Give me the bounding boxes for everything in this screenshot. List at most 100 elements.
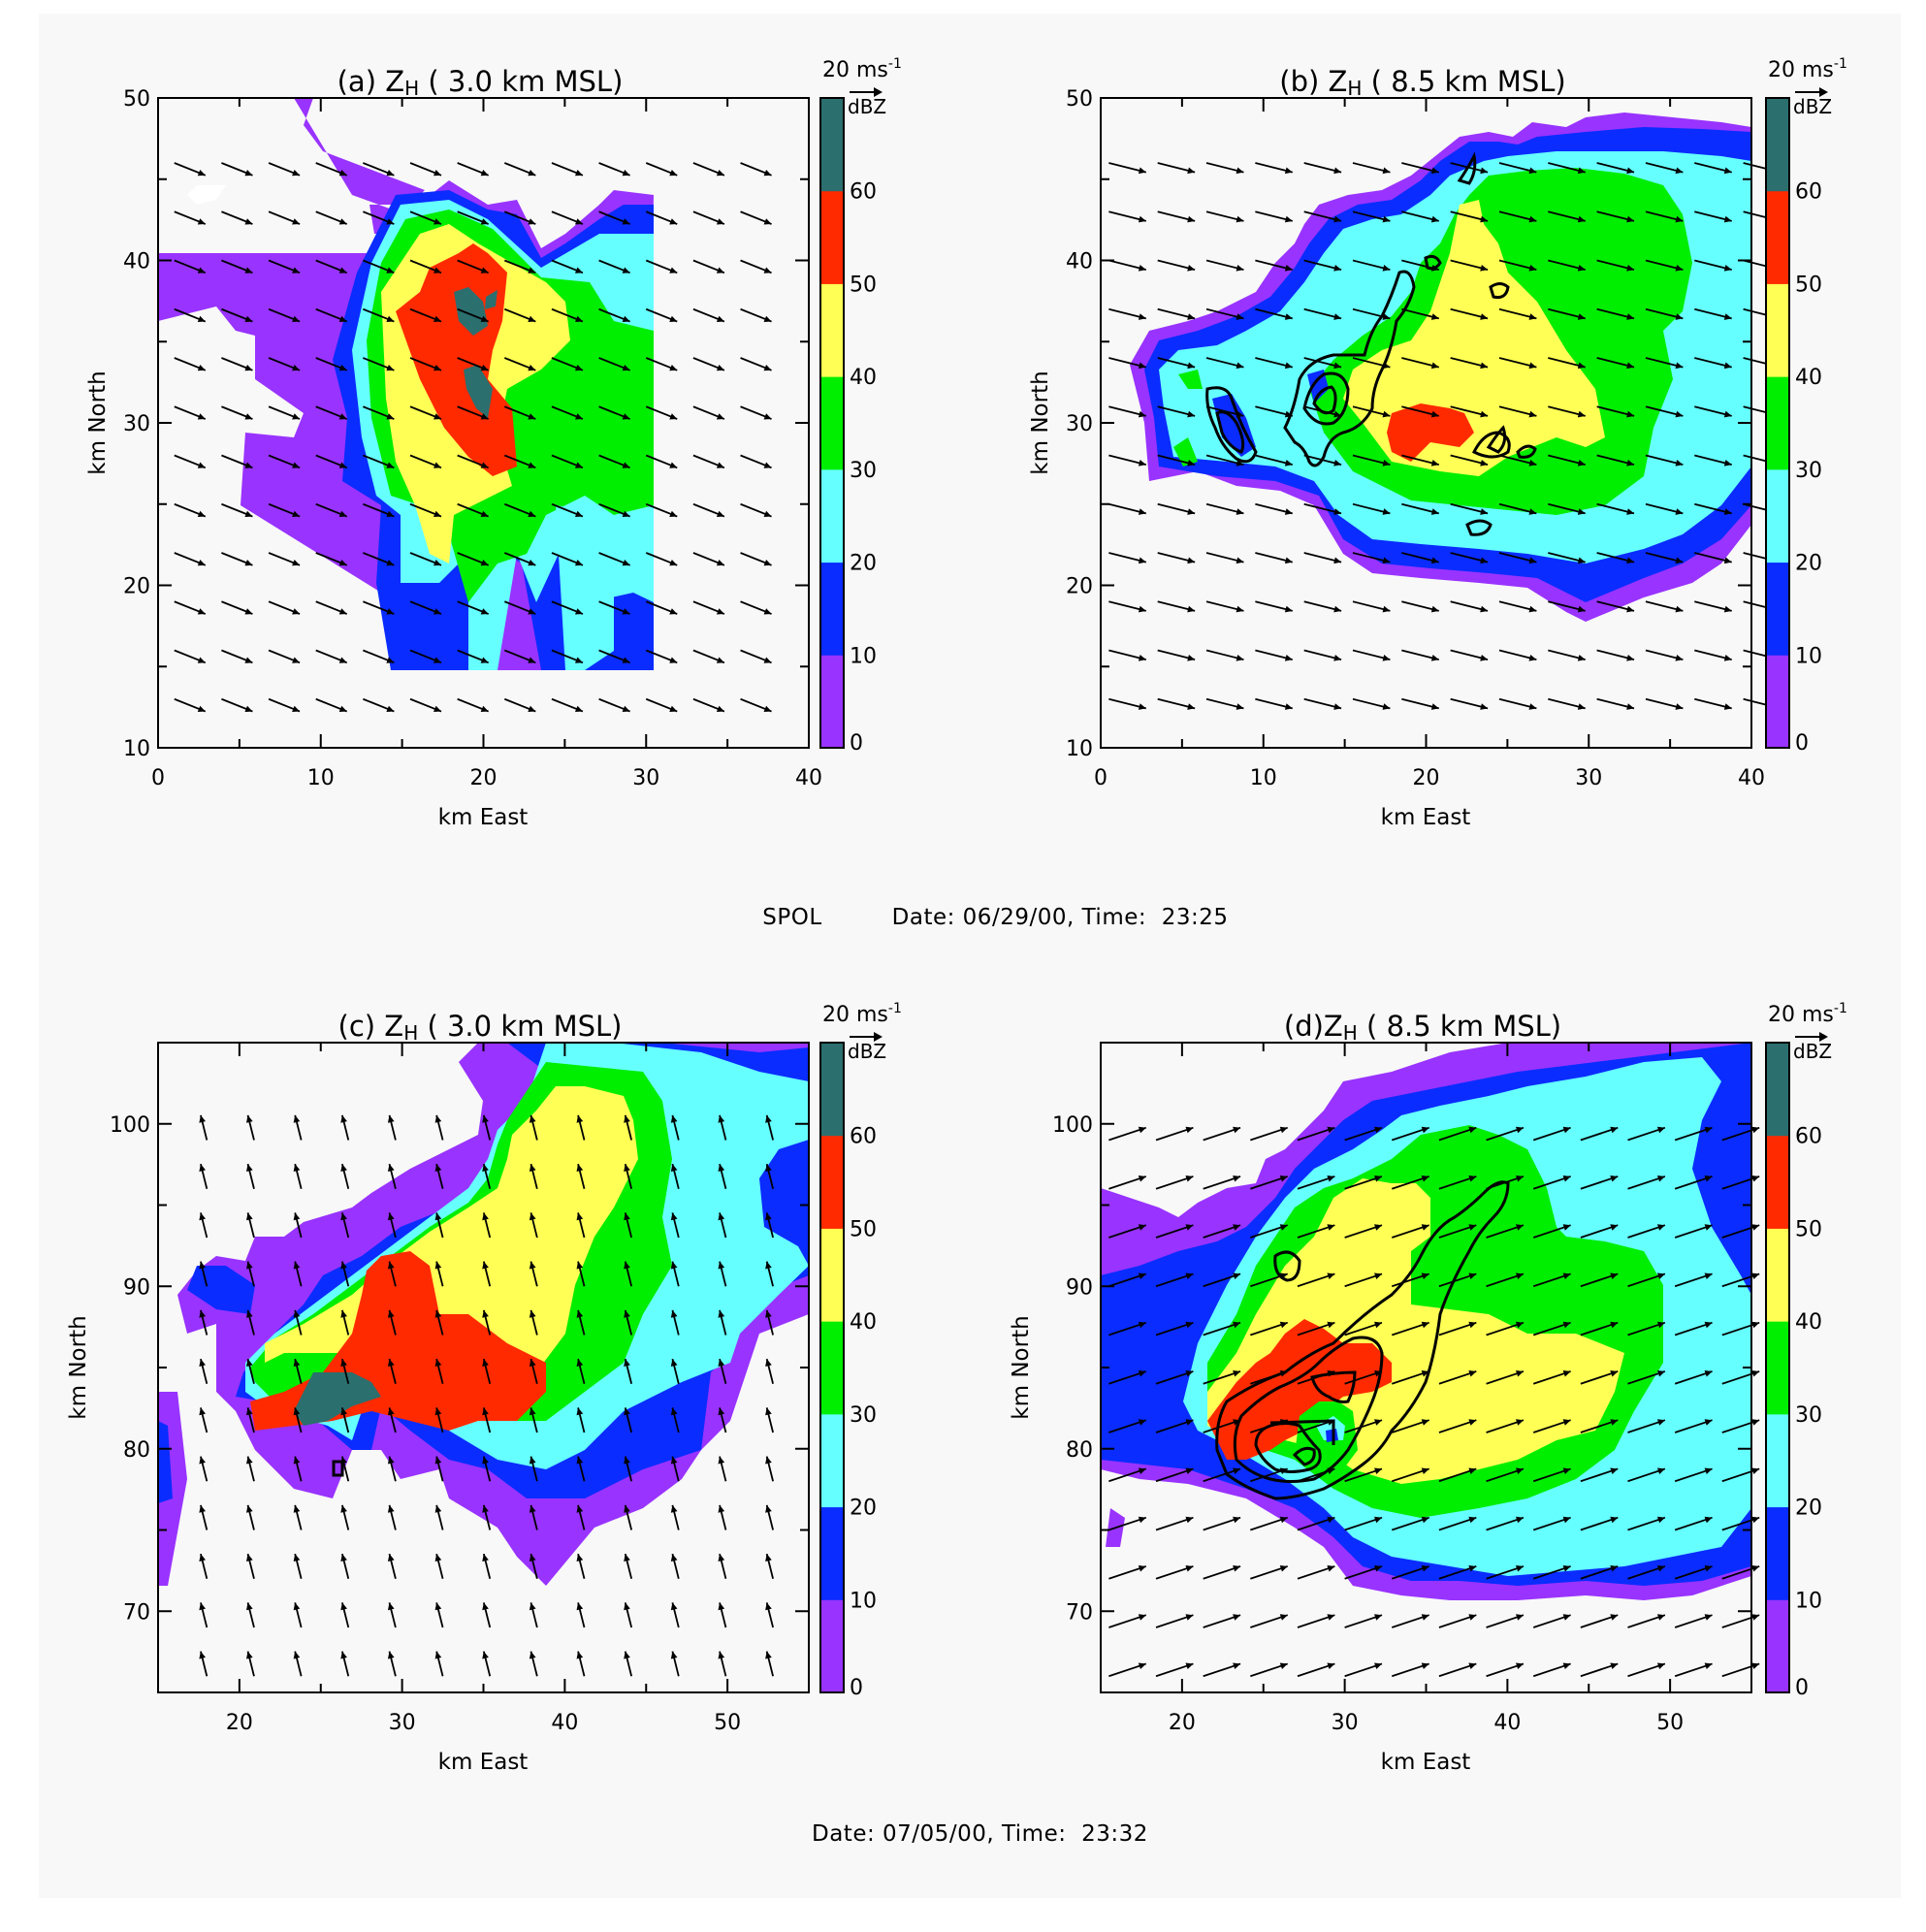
arrow-head-icon <box>1333 167 1342 175</box>
arrow-head-icon <box>528 315 536 323</box>
x-tick-label: 20 <box>1413 766 1440 790</box>
wind-vectors <box>1108 162 1782 710</box>
arrow-head-icon <box>1562 1614 1571 1621</box>
arrow-head-icon <box>338 364 347 371</box>
colorbar-tick-label: 0 <box>1795 731 1809 756</box>
arrow-head-icon <box>716 169 724 177</box>
arrow-head-icon <box>246 1651 253 1659</box>
arrow-head-icon <box>718 1212 725 1221</box>
arrow-head-icon <box>1187 313 1196 320</box>
arrow-head-icon <box>386 462 395 468</box>
arrow-head-icon <box>433 413 442 420</box>
arrow-head-icon <box>574 267 583 274</box>
arrow-head-icon <box>244 510 253 518</box>
arrow-head-icon <box>1138 557 1146 564</box>
arrow-head-icon <box>1185 1224 1194 1231</box>
arrow-head-icon <box>1610 1662 1619 1669</box>
arrow-head-icon <box>292 218 301 225</box>
arrow-head-icon <box>716 364 724 371</box>
colorbar-unit-label: dBZ <box>848 95 886 118</box>
arrow-head-icon <box>1138 1224 1146 1231</box>
arrow-head-icon <box>1528 460 1537 467</box>
vector-scale-label: 20 ms-1 <box>822 1001 902 1027</box>
x-tick-label: 30 <box>1332 1711 1359 1735</box>
arrow-head-icon <box>1374 1662 1383 1669</box>
arrow-head-icon <box>1187 167 1196 175</box>
arrow-head-icon <box>293 1554 301 1562</box>
arrow-head-icon <box>1187 460 1196 467</box>
arrow-head-icon <box>292 705 301 713</box>
arrow-head-icon <box>386 364 395 371</box>
arrow-head-icon <box>1421 1321 1429 1329</box>
arrow-head-icon <box>1374 1564 1383 1572</box>
colorbar-tick-label: 50 <box>1795 273 1822 297</box>
arrow-head-icon <box>1577 557 1586 564</box>
arrow-head-icon <box>387 1164 395 1172</box>
arrow-head-icon <box>197 169 206 177</box>
arrow-head-icon <box>197 218 206 225</box>
arrow-head-icon <box>1528 215 1537 223</box>
arrow-head-icon <box>624 1407 630 1416</box>
arrow-head-icon <box>1421 1662 1429 1669</box>
arrow-head-icon <box>1430 703 1439 710</box>
arrow-head-icon <box>1468 1662 1477 1669</box>
arrow-head-icon <box>480 510 489 518</box>
arrow-head-icon <box>1421 1419 1429 1426</box>
arrow-head-icon <box>718 1456 725 1465</box>
arrow-head-icon <box>1284 313 1293 320</box>
arrow-head-icon <box>1577 362 1586 370</box>
arrow-head-icon <box>1704 1614 1713 1621</box>
arrow-head-icon <box>670 1504 678 1513</box>
arrow-head-icon <box>1374 1321 1383 1329</box>
arrow-head-icon <box>763 510 772 518</box>
arrow-head-icon <box>482 1504 489 1513</box>
arrow-head-icon <box>576 1212 584 1221</box>
arrow-head-icon <box>1723 557 1732 564</box>
arrow-head-icon <box>1382 362 1391 370</box>
arrow-head-icon <box>1656 1321 1665 1329</box>
arrow-head-icon <box>1430 508 1439 515</box>
colorbar-tick-label: 50 <box>850 1217 877 1241</box>
arrow-head-icon <box>624 1114 630 1123</box>
arrow-head-icon <box>1562 1516 1571 1524</box>
arrow-head-icon <box>1751 1614 1760 1621</box>
arrow-head-icon <box>1626 313 1635 320</box>
arrow-head-icon <box>1675 605 1684 613</box>
panel-b-reflectivity-8p5km: (b) ZH ( 8.5 km MSL) <box>1028 56 1847 830</box>
arrow-head-icon <box>624 1359 630 1367</box>
caption-top: SPOL Date: 06/29/00, Time: 23:25 <box>732 880 1229 955</box>
arrow-head-icon <box>338 413 347 420</box>
arrow-head-icon <box>1138 167 1146 175</box>
arrow-head-icon <box>1233 1614 1241 1621</box>
arrow-head-icon <box>292 462 301 468</box>
reflectivity-field <box>158 98 654 670</box>
arrow-head-icon <box>1279 1614 1288 1621</box>
arrow-head-icon <box>716 608 724 615</box>
arrow-head-icon <box>765 1651 772 1659</box>
arrow-head-icon <box>1374 1175 1383 1182</box>
arrow-head-icon <box>1382 557 1391 564</box>
arrow-head-icon <box>197 657 206 663</box>
colorbar-tick-label: 60 <box>1795 1125 1822 1149</box>
arrow-head-icon <box>1279 1564 1288 1572</box>
y-tick-label: 70 <box>1066 1600 1093 1625</box>
arrow-head-icon <box>1626 703 1635 710</box>
arrow-head-icon <box>1675 167 1684 175</box>
colorbar-band <box>1766 1321 1789 1415</box>
arrow-head-icon <box>292 559 301 566</box>
x-tick-label: 50 <box>1656 1711 1684 1735</box>
arrow-head-icon <box>482 1554 489 1562</box>
arrow-head-icon <box>1562 1419 1571 1426</box>
arrow-head-icon <box>482 1309 489 1318</box>
arrow-head-icon <box>1480 215 1489 223</box>
colorbar-tick-label: 10 <box>1795 644 1822 668</box>
arrow-head-icon <box>1562 1175 1571 1182</box>
arrow-head-icon <box>1374 1369 1383 1377</box>
arrow-head-icon <box>246 1456 253 1465</box>
figure-canvas: (a) ZH ( 3.0 km MSL) 0 10 20 30 40 10 20 30 40 50… <box>39 14 1901 1898</box>
arrow-head-icon <box>433 218 442 225</box>
arrow-head-icon <box>1430 215 1439 223</box>
arrow-head-icon <box>1610 1224 1619 1231</box>
reflectivity-field <box>1130 113 1751 622</box>
